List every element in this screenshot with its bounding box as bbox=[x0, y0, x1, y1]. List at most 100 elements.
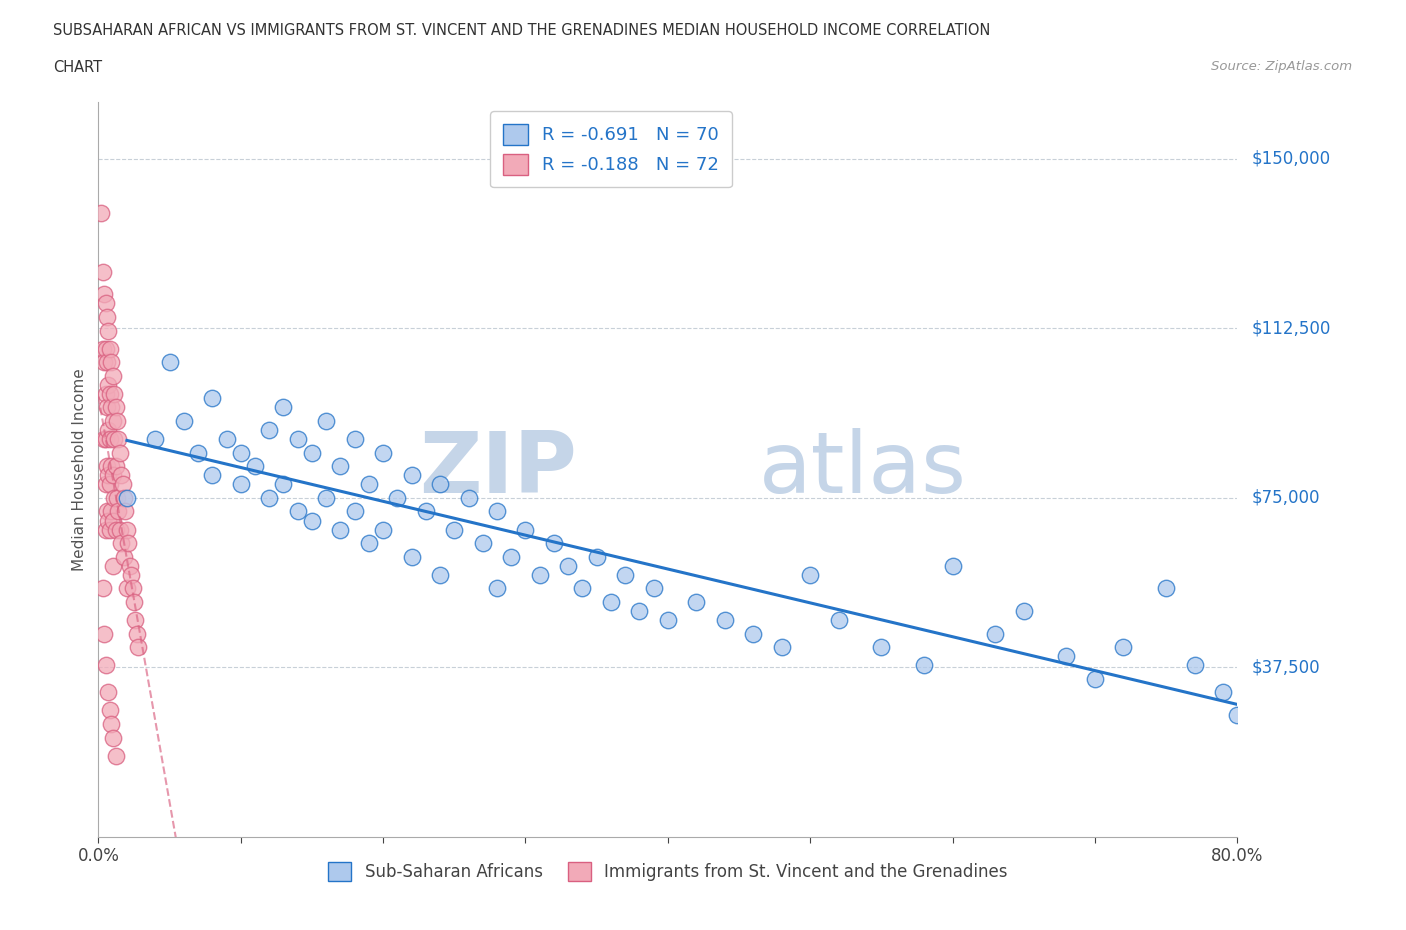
Point bbox=[91, 341, 114, 356]
Point bbox=[101, 730, 124, 745]
Point bbox=[110, 468, 132, 483]
Point bbox=[98, 387, 121, 402]
Point bbox=[685, 594, 707, 609]
Point bbox=[159, 355, 181, 370]
Point bbox=[90, 206, 112, 220]
Point bbox=[585, 550, 607, 565]
Point bbox=[93, 432, 115, 446]
Point bbox=[96, 310, 118, 325]
Point bbox=[97, 422, 120, 437]
Point bbox=[105, 490, 128, 505]
Point bbox=[100, 716, 122, 731]
Point bbox=[98, 477, 121, 492]
Point bbox=[101, 513, 124, 528]
Point bbox=[343, 432, 366, 446]
Point bbox=[486, 504, 509, 519]
Point bbox=[401, 468, 423, 483]
Point bbox=[100, 355, 122, 370]
Point bbox=[108, 522, 131, 537]
Point bbox=[329, 458, 352, 473]
Point bbox=[201, 391, 224, 405]
Point bbox=[1056, 649, 1078, 664]
Point bbox=[97, 684, 120, 699]
Point bbox=[97, 324, 120, 339]
Point bbox=[100, 504, 122, 519]
Point bbox=[94, 658, 117, 672]
Text: $37,500: $37,500 bbox=[1251, 658, 1320, 676]
Point bbox=[529, 567, 551, 582]
Point bbox=[107, 432, 129, 446]
Point bbox=[799, 567, 821, 582]
Point bbox=[443, 522, 465, 537]
Point bbox=[828, 613, 851, 628]
Point bbox=[93, 355, 115, 370]
Point bbox=[97, 468, 120, 483]
Point bbox=[96, 458, 118, 473]
Text: $150,000: $150,000 bbox=[1251, 150, 1330, 167]
Point bbox=[329, 522, 352, 537]
Text: Source: ZipAtlas.com: Source: ZipAtlas.com bbox=[1212, 60, 1353, 73]
Point bbox=[273, 477, 295, 492]
Point bbox=[127, 640, 149, 655]
Point bbox=[415, 504, 437, 519]
Point bbox=[124, 613, 146, 628]
Point bbox=[115, 522, 138, 537]
Point bbox=[557, 558, 579, 573]
Point bbox=[259, 490, 281, 505]
Point bbox=[770, 640, 793, 655]
Point bbox=[215, 432, 238, 446]
Text: SUBSAHARAN AFRICAN VS IMMIGRANTS FROM ST. VINCENT AND THE GRENADINES MEDIAN HOUS: SUBSAHARAN AFRICAN VS IMMIGRANTS FROM ST… bbox=[53, 23, 991, 38]
Point bbox=[543, 536, 565, 551]
Point bbox=[1226, 708, 1249, 723]
Point bbox=[301, 445, 323, 460]
Point bbox=[103, 432, 125, 446]
Point bbox=[501, 550, 523, 565]
Point bbox=[471, 536, 494, 551]
Point bbox=[105, 414, 128, 429]
Text: ZIP: ZIP bbox=[419, 428, 576, 512]
Point bbox=[111, 477, 134, 492]
Point bbox=[96, 400, 118, 415]
Point bbox=[104, 522, 127, 537]
Point bbox=[94, 341, 117, 356]
Point bbox=[100, 458, 122, 473]
Point bbox=[243, 458, 266, 473]
Point bbox=[357, 477, 380, 492]
Point bbox=[259, 422, 281, 437]
Point bbox=[343, 504, 366, 519]
Point bbox=[1112, 640, 1135, 655]
Point bbox=[101, 468, 124, 483]
Point bbox=[457, 490, 479, 505]
Point bbox=[96, 355, 118, 370]
Point bbox=[104, 748, 127, 763]
Point bbox=[96, 504, 118, 519]
Point bbox=[1084, 671, 1107, 686]
Point bbox=[94, 432, 117, 446]
Point bbox=[97, 513, 120, 528]
Point bbox=[98, 432, 121, 446]
Point bbox=[100, 400, 122, 415]
Point bbox=[201, 468, 224, 483]
Point bbox=[1012, 604, 1035, 618]
Point bbox=[125, 626, 148, 641]
Point bbox=[122, 594, 145, 609]
Text: $75,000: $75,000 bbox=[1251, 489, 1320, 507]
Legend: Sub-Saharan Africans, Immigrants from St. Vincent and the Grenadines: Sub-Saharan Africans, Immigrants from St… bbox=[321, 855, 1015, 887]
Point bbox=[114, 504, 136, 519]
Point bbox=[145, 432, 167, 446]
Point bbox=[101, 558, 124, 573]
Point bbox=[714, 613, 737, 628]
Point bbox=[173, 414, 195, 429]
Point bbox=[121, 581, 143, 596]
Point bbox=[273, 400, 295, 415]
Point bbox=[315, 414, 337, 429]
Point bbox=[120, 567, 142, 582]
Point bbox=[1184, 658, 1206, 672]
Point bbox=[301, 513, 323, 528]
Point bbox=[229, 445, 252, 460]
Point bbox=[942, 558, 965, 573]
Point bbox=[98, 341, 121, 356]
Point bbox=[643, 581, 665, 596]
Point bbox=[1212, 684, 1234, 699]
Point bbox=[94, 522, 117, 537]
